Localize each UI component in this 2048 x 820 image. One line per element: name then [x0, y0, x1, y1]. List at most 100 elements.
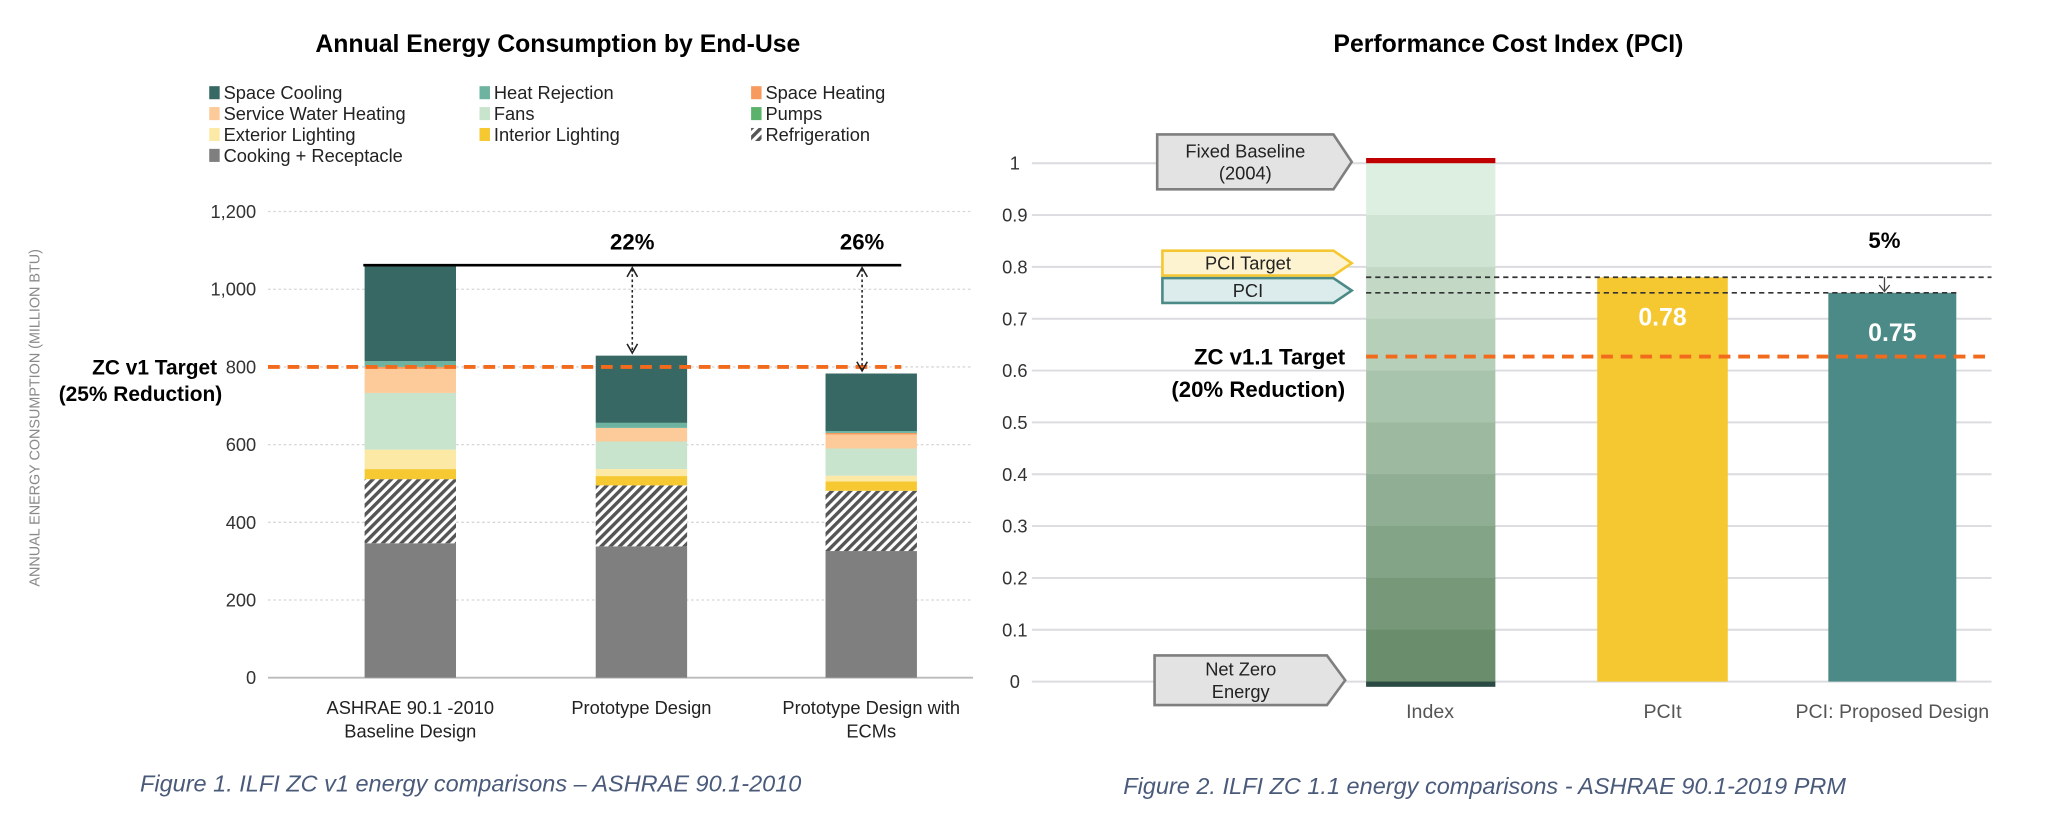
- y-tick-label: 0.9: [1002, 205, 1027, 226]
- figure-caption: Figure 2. ILFI ZC 1.1 energy comparisons…: [1123, 773, 1846, 799]
- bar-segment-space-heating: [825, 432, 917, 435]
- y-tick-label: 0.6: [1002, 360, 1027, 381]
- bar-segment-service-water-heating: [364, 368, 457, 393]
- x-category-label: Index: [1406, 701, 1454, 723]
- callout-label: Energy: [1212, 681, 1271, 702]
- y-tick-label: 0.1: [1002, 619, 1027, 640]
- y-axis-title: ANNUAL ENERGY CONSUMPTION (MILLION BTU): [27, 249, 43, 586]
- arrow-head-down-icon: [626, 343, 639, 355]
- callout-box: [1155, 133, 1354, 191]
- bar-segment-exterior-lighting: [825, 475, 917, 482]
- reduction-percent-label: 22%: [610, 229, 655, 254]
- legend-label: Fans: [494, 103, 535, 124]
- y-tick-label: 0.4: [1002, 464, 1027, 485]
- x-category-label: Prototype Design: [571, 697, 711, 718]
- y-tick-label: 0.3: [1002, 516, 1027, 537]
- bar-segment-interior-lighting: [595, 476, 688, 486]
- index-bar-band: [1366, 215, 1496, 268]
- bar-segment-heat-rejection: [364, 361, 457, 367]
- legend-swatch: [479, 107, 490, 121]
- index-bar-band: [1366, 526, 1496, 579]
- callout-box: [1161, 276, 1355, 305]
- arrow-head-up-icon: [856, 266, 868, 278]
- chart-title: Performance Cost Index (PCI): [1333, 31, 1683, 58]
- x-category-label: Baseline Design: [344, 721, 476, 742]
- index-bar-band: [1366, 163, 1496, 216]
- legend-label: Refrigeration: [765, 124, 870, 145]
- legend-swatch: [209, 127, 220, 142]
- index-bar-band: [1366, 474, 1496, 527]
- bar-segment-refrigeration: [364, 479, 457, 544]
- callout-label: Fixed Baseline: [1185, 140, 1305, 161]
- callout-box: [1161, 249, 1355, 277]
- index-bar-band: [1366, 577, 1496, 631]
- bar-segment-service-water-heating: [825, 434, 917, 449]
- callout-label: PCI: [1233, 280, 1263, 301]
- index-bar-band: [1366, 370, 1496, 424]
- x-category-label: ECMs: [846, 721, 896, 742]
- target-label: (25% Reduction): [59, 383, 223, 406]
- bar-segment-exterior-lighting: [595, 469, 688, 477]
- index-bar-band: [1366, 422, 1496, 475]
- legend-swatch: [479, 86, 490, 100]
- figure-caption: Figure 1. ILFI ZC v1 energy comparisons …: [140, 770, 801, 796]
- bar-segment-heat-rejection: [595, 422, 688, 428]
- callout-label: (2004): [1219, 163, 1272, 184]
- bar-segment-fans: [364, 392, 457, 450]
- x-category-label: Prototype Design with: [782, 697, 960, 718]
- bar-pcit: [1597, 277, 1728, 682]
- y-tick-label: 800: [226, 356, 256, 377]
- y-tick-label: 0: [246, 667, 256, 688]
- legend-label: Pumps: [765, 103, 822, 124]
- bar-segment-fans: [825, 448, 917, 476]
- arrow-head-up-icon: [626, 266, 639, 278]
- bar-segment-exterior-lighting: [364, 449, 457, 470]
- legend-label: Space Heating: [765, 82, 885, 103]
- bar-segment-cooking-receptacle: [364, 543, 457, 678]
- bar-segment-space-cooling: [364, 265, 457, 362]
- bar-segment-space-cooling: [825, 373, 917, 432]
- x-category-label: PCI: Proposed Design: [1795, 701, 1989, 723]
- legend-label: Interior Lighting: [494, 124, 620, 145]
- bar-segment-fans: [595, 441, 688, 470]
- index-bar-band: [1366, 318, 1496, 372]
- legend-swatch: [209, 148, 220, 162]
- bar-segment-refrigeration: [595, 485, 688, 547]
- y-tick-label: 0.8: [1002, 256, 1027, 277]
- bar-segment-refrigeration: [825, 490, 917, 552]
- y-tick-label: 1,000: [211, 279, 257, 300]
- chart-title: Annual Energy Consumption by End-Use: [315, 31, 800, 58]
- y-tick-label: 1,200: [211, 201, 257, 222]
- legend-swatch: [751, 86, 762, 100]
- index-bar-band: [1366, 629, 1496, 683]
- reduction-percent-label: 5%: [1868, 228, 1900, 253]
- callout-label: PCI Target: [1205, 253, 1291, 274]
- x-category-label: ASHRAE 90.1 -2010: [327, 697, 495, 718]
- target-label: ZC v1 Target: [92, 357, 217, 380]
- bar-segment-cooking-receptacle: [825, 551, 917, 678]
- target-label: ZC v1.1 Target: [1194, 344, 1346, 369]
- y-tick-label: 400: [226, 512, 256, 533]
- y-tick-label: 200: [226, 590, 256, 611]
- legend-swatch: [209, 86, 220, 100]
- y-tick-label: 600: [226, 434, 256, 455]
- index-bar-baseline-cap: [1366, 157, 1496, 164]
- x-category-label: PCIt: [1643, 701, 1682, 723]
- y-tick-label: 0: [1010, 671, 1020, 692]
- index-bar-netzero-cap: [1366, 681, 1496, 687]
- bar-pci-proposed: [1828, 292, 1957, 682]
- y-tick-label: 1: [1010, 153, 1020, 174]
- callout-box: [1153, 654, 1347, 707]
- y-tick-label: 0.5: [1002, 412, 1027, 433]
- callout-label: Net Zero: [1205, 659, 1276, 680]
- bar-segment-heat-rejection: [825, 431, 917, 433]
- y-tick-label: 0.2: [1002, 567, 1027, 588]
- legend-label: Service Water Heating: [224, 103, 406, 124]
- legend-label: Space Cooling: [224, 82, 343, 103]
- bar-segment-interior-lighting: [825, 481, 917, 491]
- pci-chart: Performance Cost Index (PCI) Figure 2. I…: [1002, 31, 1992, 799]
- arrow-head-down-icon: [856, 361, 868, 373]
- legend-swatch: [751, 127, 762, 142]
- bar-segment-cooking-receptacle: [595, 546, 688, 678]
- bar-segment-interior-lighting: [364, 469, 457, 480]
